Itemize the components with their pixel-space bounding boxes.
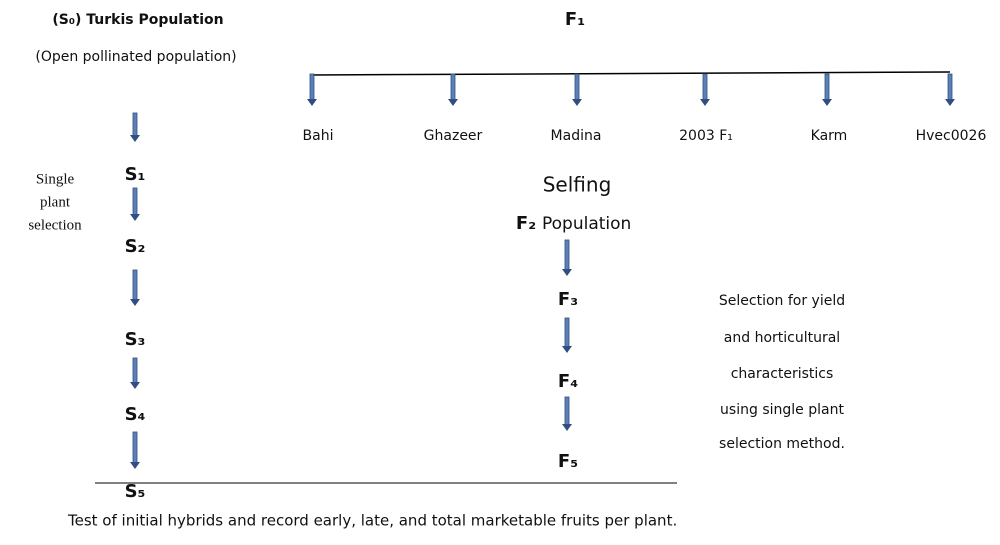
- arrow-head: [130, 214, 140, 221]
- arrow-head: [130, 462, 140, 469]
- right-note: characteristics: [731, 366, 834, 382]
- arrow-shaft: [702, 73, 708, 101]
- left-note: plant: [40, 194, 71, 210]
- left-stage: S₅: [125, 481, 146, 502]
- arrow-head: [307, 99, 317, 106]
- arrow-shaft: [132, 187, 138, 216]
- arrow-shaft: [564, 396, 570, 426]
- arrow-head: [562, 346, 572, 353]
- left-note: Single: [36, 171, 75, 187]
- parent-label: Ghazeer: [424, 128, 483, 144]
- arrow-shaft: [574, 73, 580, 101]
- arrow-head: [562, 269, 572, 276]
- arrow-shaft: [132, 112, 138, 137]
- arrow-head: [562, 424, 572, 431]
- f2-label: F₂: [516, 213, 536, 234]
- right-stage: F₄: [558, 371, 578, 392]
- arrow-head: [130, 299, 140, 306]
- selfing: Selfing: [543, 173, 612, 197]
- arrow-shaft: [824, 73, 830, 101]
- right-stage: F₃: [558, 289, 578, 310]
- arrow-head: [130, 382, 140, 389]
- parent-label: Madina: [551, 128, 602, 144]
- arrow-head: [130, 135, 140, 142]
- arrow-shaft: [450, 73, 456, 101]
- arrow-shaft: [132, 431, 138, 464]
- arrow-shaft: [564, 239, 570, 271]
- parent-label: 2003 F₁: [679, 128, 733, 144]
- arrow-head: [572, 99, 582, 106]
- left-title: (S₀) Turkis Population: [52, 12, 223, 28]
- left-stage: S₄: [125, 404, 146, 425]
- right-note: using single plant: [720, 402, 844, 418]
- arrow-shaft: [309, 73, 315, 101]
- right-note: Selection for yield: [719, 293, 845, 309]
- right-stage: F₅: [558, 451, 578, 472]
- arrow-shaft: [564, 317, 570, 348]
- left-stage: S₁: [125, 164, 146, 185]
- parent-label: Hvec0026: [916, 128, 987, 144]
- footer: Test of initial hybrids and record early…: [67, 512, 677, 530]
- arrow-shaft: [132, 269, 138, 301]
- left-subtitle: (Open pollinated population): [35, 49, 236, 65]
- left-stage: S₃: [125, 329, 146, 350]
- right-note: selection method.: [719, 436, 845, 452]
- arrow-shaft: [132, 357, 138, 384]
- right-header: F₁: [565, 9, 585, 30]
- branch-line: [311, 71, 951, 76]
- right-note: and horticultural: [724, 330, 840, 346]
- f2-word: Population: [542, 214, 631, 234]
- arrow-shaft: [947, 73, 953, 101]
- left-note: selection: [28, 217, 82, 233]
- parent-label: Bahi: [303, 128, 334, 144]
- parent-label: Karm: [811, 128, 848, 144]
- arrow-head: [700, 99, 710, 106]
- arrow-head: [945, 99, 955, 106]
- arrow-head: [448, 99, 458, 106]
- arrow-head: [822, 99, 832, 106]
- left-stage: S₂: [125, 236, 146, 257]
